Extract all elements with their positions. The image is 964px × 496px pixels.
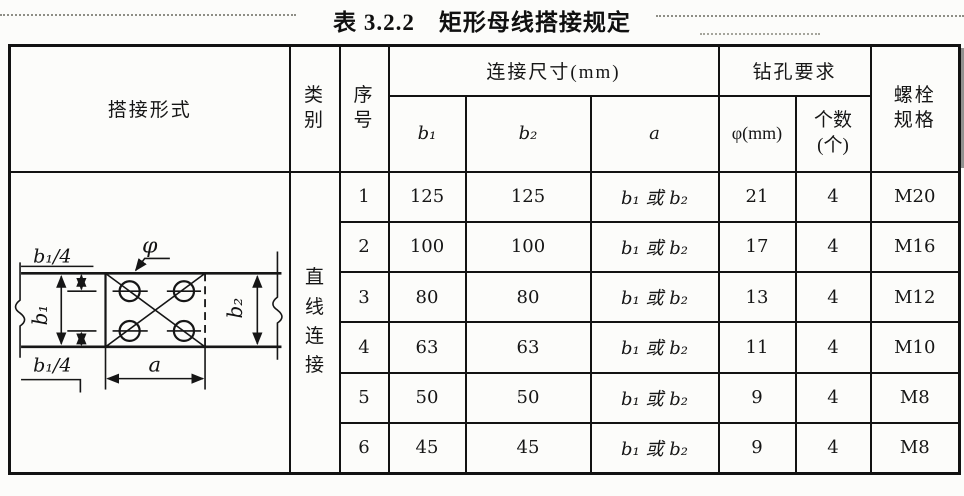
dimension-b1: b₁	[28, 274, 67, 345]
phi-label: φ	[142, 233, 158, 258]
table-row: 2 100 100 b₁ 或 b₂ 17 4 M16	[10, 220, 961, 274]
cell-no: 4	[338, 321, 390, 374]
cell-b1: 125	[387, 170, 467, 223]
cell-count: 4	[794, 170, 872, 223]
b1-quarter-bottom-label: b₁/4	[33, 354, 71, 376]
cell-b2: 63	[464, 321, 592, 374]
table-row: 6 45 45 b₁ 或 b₂ 9 4 M8	[10, 421, 961, 475]
cell-b1: 45	[387, 421, 467, 475]
cell-count: 4	[794, 421, 872, 475]
a-label: a	[148, 352, 161, 376]
header-conn-dims: 连接尺寸(mm)	[387, 44, 720, 97]
cell-count: 4	[794, 270, 872, 324]
dimension-a: a	[104, 347, 206, 390]
header-b1: b₁	[387, 94, 467, 173]
category-value: 直 线 连 接	[288, 170, 341, 474]
b2-label: b₂	[223, 297, 247, 318]
cell-count: 4	[794, 220, 872, 274]
header-phi: φ(mm)	[717, 94, 797, 173]
header-count: 个数 (个)	[794, 94, 872, 173]
cell-phi: 9	[717, 421, 797, 475]
lap-joint-diagram-cell: φ b₁/4 b₁ b₁/4	[8, 170, 291, 474]
table-row: 3 80 80 b₁ 或 b₂ 13 4 M12	[10, 270, 961, 324]
cell-b1: 80	[387, 270, 467, 324]
cell-phi: 11	[717, 321, 797, 374]
bolt-holes	[112, 279, 202, 342]
cell-b2: 100	[464, 220, 592, 274]
dimension-b1-quarter-bottom: b₁/4	[21, 329, 97, 393]
header-lap-form: 搭接形式	[8, 44, 291, 173]
header-a: a	[589, 94, 720, 173]
dimension-b1-quarter-top: b₁/4	[21, 245, 97, 292]
cell-b2: 50	[464, 371, 592, 424]
cell-no: 3	[338, 270, 390, 324]
header-b2: b₂	[464, 94, 592, 173]
cell-bolt: M12	[869, 270, 961, 324]
busbar-lap-diagram: φ b₁/4 b₁ b₁/4	[14, 233, 283, 393]
cell-no: 6	[338, 421, 390, 475]
busbar-outline	[14, 250, 283, 360]
header-serial: 序 号	[338, 44, 390, 173]
break-mark-left	[14, 261, 26, 358]
cell-phi: 21	[717, 170, 797, 223]
header-drill-req: 钻孔要求	[717, 44, 872, 97]
cell-no: 2	[338, 220, 390, 274]
cell-bolt: M16	[869, 220, 961, 274]
cell-phi: 17	[717, 220, 797, 274]
header-category: 类 别	[288, 44, 341, 173]
scan-edge-mark	[961, 48, 964, 168]
cell-b1: 100	[387, 220, 467, 274]
cell-b1: 63	[387, 321, 467, 374]
header-bolt-spec: 螺栓 规格	[869, 44, 961, 173]
cell-phi: 9	[717, 371, 797, 424]
cell-count: 4	[794, 371, 872, 424]
cell-no: 1	[338, 170, 390, 223]
dimension-phi: φ	[134, 233, 170, 271]
cell-b2: 45	[464, 421, 592, 475]
b1-label: b₁	[28, 304, 52, 325]
cell-a: b₁ 或 b₂	[589, 371, 720, 424]
table-row: 4 63 63 b₁ 或 b₂ 11 4 M10	[10, 321, 961, 374]
cell-bolt: M10	[869, 321, 961, 374]
cell-bolt: M8	[869, 421, 961, 475]
cell-a: b₁ 或 b₂	[589, 421, 720, 475]
scan-noise-line	[656, 15, 964, 17]
cell-b2: 125	[464, 170, 592, 223]
cell-a: b₁ 或 b₂	[589, 220, 720, 274]
cell-bolt: M8	[869, 371, 961, 424]
table-row: φ b₁/4 b₁ b₁/4	[8, 170, 961, 474]
cell-a: b₁ 或 b₂	[589, 270, 720, 324]
scan-noise-line	[0, 14, 296, 16]
break-mark-right	[272, 250, 283, 360]
dimension-b2: b₂	[223, 274, 263, 345]
cell-bolt: M20	[869, 170, 961, 223]
page-title: 表 3.2.2 矩形母线搭接规定	[333, 10, 631, 35]
table-row: 5 50 50 b₁ 或 b₂ 9 4 M8	[10, 371, 961, 424]
cell-a: b₁ 或 b₂	[589, 321, 720, 374]
cell-a: b₁ 或 b₂	[589, 170, 720, 223]
cell-phi: 13	[717, 270, 797, 324]
scan-noise-line	[700, 33, 820, 35]
busbar-lap-spec-table: 搭接形式 类 别 序 号 连接尺寸(mm) 钻孔要求 螺栓 规格 b₁ b₂ a…	[8, 44, 962, 475]
cell-count: 4	[794, 321, 872, 374]
b1-quarter-top-label: b₁/4	[33, 245, 71, 267]
cell-b1: 50	[387, 371, 467, 424]
cell-no: 5	[338, 371, 390, 424]
cell-b2: 80	[464, 270, 592, 324]
